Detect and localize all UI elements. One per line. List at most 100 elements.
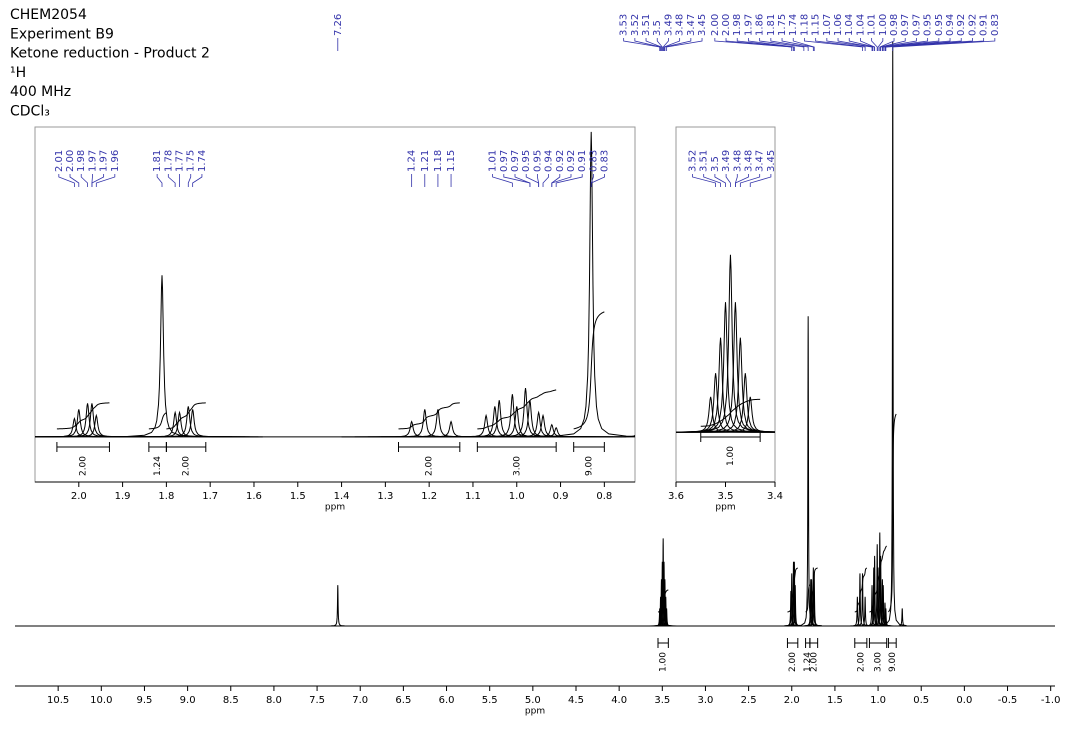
x-axis-label: ppm: [715, 503, 735, 513]
x-tick-label: 2.5: [741, 695, 757, 706]
peak-label-leader: [81, 174, 87, 187]
x-tick-label: 8.5: [223, 695, 239, 706]
peak-label: 0.97: [900, 14, 911, 36]
x-tick-label: 3.0: [698, 695, 714, 706]
x-tick-label: 3.4: [767, 491, 783, 502]
x-tick-label: 0.8: [596, 491, 612, 502]
x-axis-label: ppm: [325, 503, 345, 513]
peak-label: 1.86: [755, 14, 766, 36]
x-tick-label: 4.0: [611, 695, 627, 706]
peak-label: 1.00: [878, 14, 889, 36]
x-tick-label: 1.0: [509, 491, 525, 502]
peak: [844, 597, 872, 626]
peak-label-leader: [157, 174, 162, 187]
plot-area: [15, 42, 1055, 626]
x-tick-label: -1.0: [1041, 695, 1061, 706]
peak-label: 7.26: [333, 14, 344, 36]
peak-label: 0.95: [923, 14, 934, 36]
x-tick-label: 7.0: [352, 695, 368, 706]
x-tick-label: 1.5: [290, 491, 306, 502]
x-tick-label: 4.5: [568, 695, 584, 706]
peak-label-leader: [188, 174, 190, 187]
x-tick-label: 7.5: [309, 695, 325, 706]
peak-label: 0.92: [967, 14, 978, 36]
peak-label: 3.48: [675, 14, 686, 36]
title-line: Ketone reduction - Product 2: [10, 46, 210, 62]
peak-label: 1.06: [833, 14, 844, 36]
integral-label: 3.00: [874, 652, 884, 672]
peak: [641, 338, 799, 433]
title-line: CDCl₃: [10, 104, 50, 120]
title-line: ¹H: [10, 65, 26, 81]
x-tick-label: -0.5: [998, 695, 1018, 706]
peak-label-leader: [635, 38, 661, 51]
peak-label: 3.48: [743, 150, 754, 172]
x-tick-label: 3.6: [668, 491, 684, 502]
peak: [661, 338, 819, 433]
peak-label: 3.45: [766, 150, 777, 172]
peak-label-leader: [96, 174, 115, 187]
peak-label: 1.75: [777, 14, 788, 36]
plot-area: [631, 255, 829, 432]
peak: [794, 316, 822, 626]
peak: [26, 416, 166, 437]
peak-label: 0.83: [600, 150, 611, 172]
x-tick-label: 1.4: [334, 491, 350, 502]
title-line: CHEM2054: [10, 7, 87, 23]
peak-label: 3.52: [687, 150, 698, 172]
peak-label: 0.95: [521, 150, 532, 172]
peak-label: 1.81: [152, 150, 163, 172]
peak-label: 3.5: [710, 156, 721, 172]
peak-label-leader: [59, 174, 75, 187]
title-line: 400 MHz: [10, 84, 71, 100]
peak: [631, 397, 789, 432]
x-tick-label: 2.0: [71, 491, 87, 502]
peak-label: 3.51: [641, 14, 652, 36]
peak-label: 1.96: [110, 150, 121, 172]
x-tick-label: 8.0: [266, 695, 282, 706]
x-tick-label: 10.5: [47, 695, 69, 706]
peak-label: 1.04: [844, 14, 855, 36]
peak-label-leader: [526, 174, 538, 187]
x-tick-label: 3.5: [654, 695, 670, 706]
integral-label: 3.00: [512, 456, 522, 476]
peak-label-leader: [750, 174, 771, 187]
peak-label: 2.00: [721, 14, 732, 36]
peak-label: 2.00: [710, 14, 721, 36]
x-tick-label: 1.2: [421, 491, 437, 502]
peak-label: 1.98: [76, 150, 87, 172]
peak-label-leader: [493, 174, 513, 187]
x-tick-label: 9.0: [180, 695, 196, 706]
x-tick-label: 0.9: [553, 491, 569, 502]
x-tick-label: 9.5: [137, 695, 153, 706]
peak-label: 0.94: [544, 150, 555, 172]
peak-label-leader: [193, 174, 202, 187]
peak-label: 0.97: [911, 14, 922, 36]
peak-label: 0.97: [499, 150, 510, 172]
peak-label: 1.15: [446, 150, 457, 172]
integral-label: 2.00: [79, 456, 89, 476]
peak-label: 0.91: [979, 14, 990, 36]
x-tick-label: 3.5: [718, 491, 734, 502]
peak-label: 1.97: [743, 14, 754, 36]
integral-label: 2.00: [425, 456, 435, 476]
integral-label: 9.00: [888, 652, 898, 672]
integral-label: 2.00: [856, 652, 866, 672]
peak: [656, 302, 814, 432]
peak-label: 1.81: [766, 14, 777, 36]
peak: [324, 585, 352, 626]
peak-label: 3.53: [619, 14, 630, 36]
peak-label: 0.92: [956, 14, 967, 36]
peak-label: 0.92: [566, 150, 577, 172]
x-tick-label: 1.8: [158, 491, 174, 502]
x-tick-label: 5.0: [525, 695, 541, 706]
peak-label: 3.52: [630, 14, 641, 36]
x-tick-label: 0.0: [956, 695, 972, 706]
x-tick-label: 5.5: [482, 695, 498, 706]
peak-label: 1.97: [99, 150, 110, 172]
peak: [666, 373, 824, 432]
integral-label: 2.00: [788, 652, 798, 672]
peak-label: 0.83: [990, 14, 1001, 36]
peak-label: 1.74: [788, 14, 799, 36]
peak-label: 0.95: [532, 150, 543, 172]
